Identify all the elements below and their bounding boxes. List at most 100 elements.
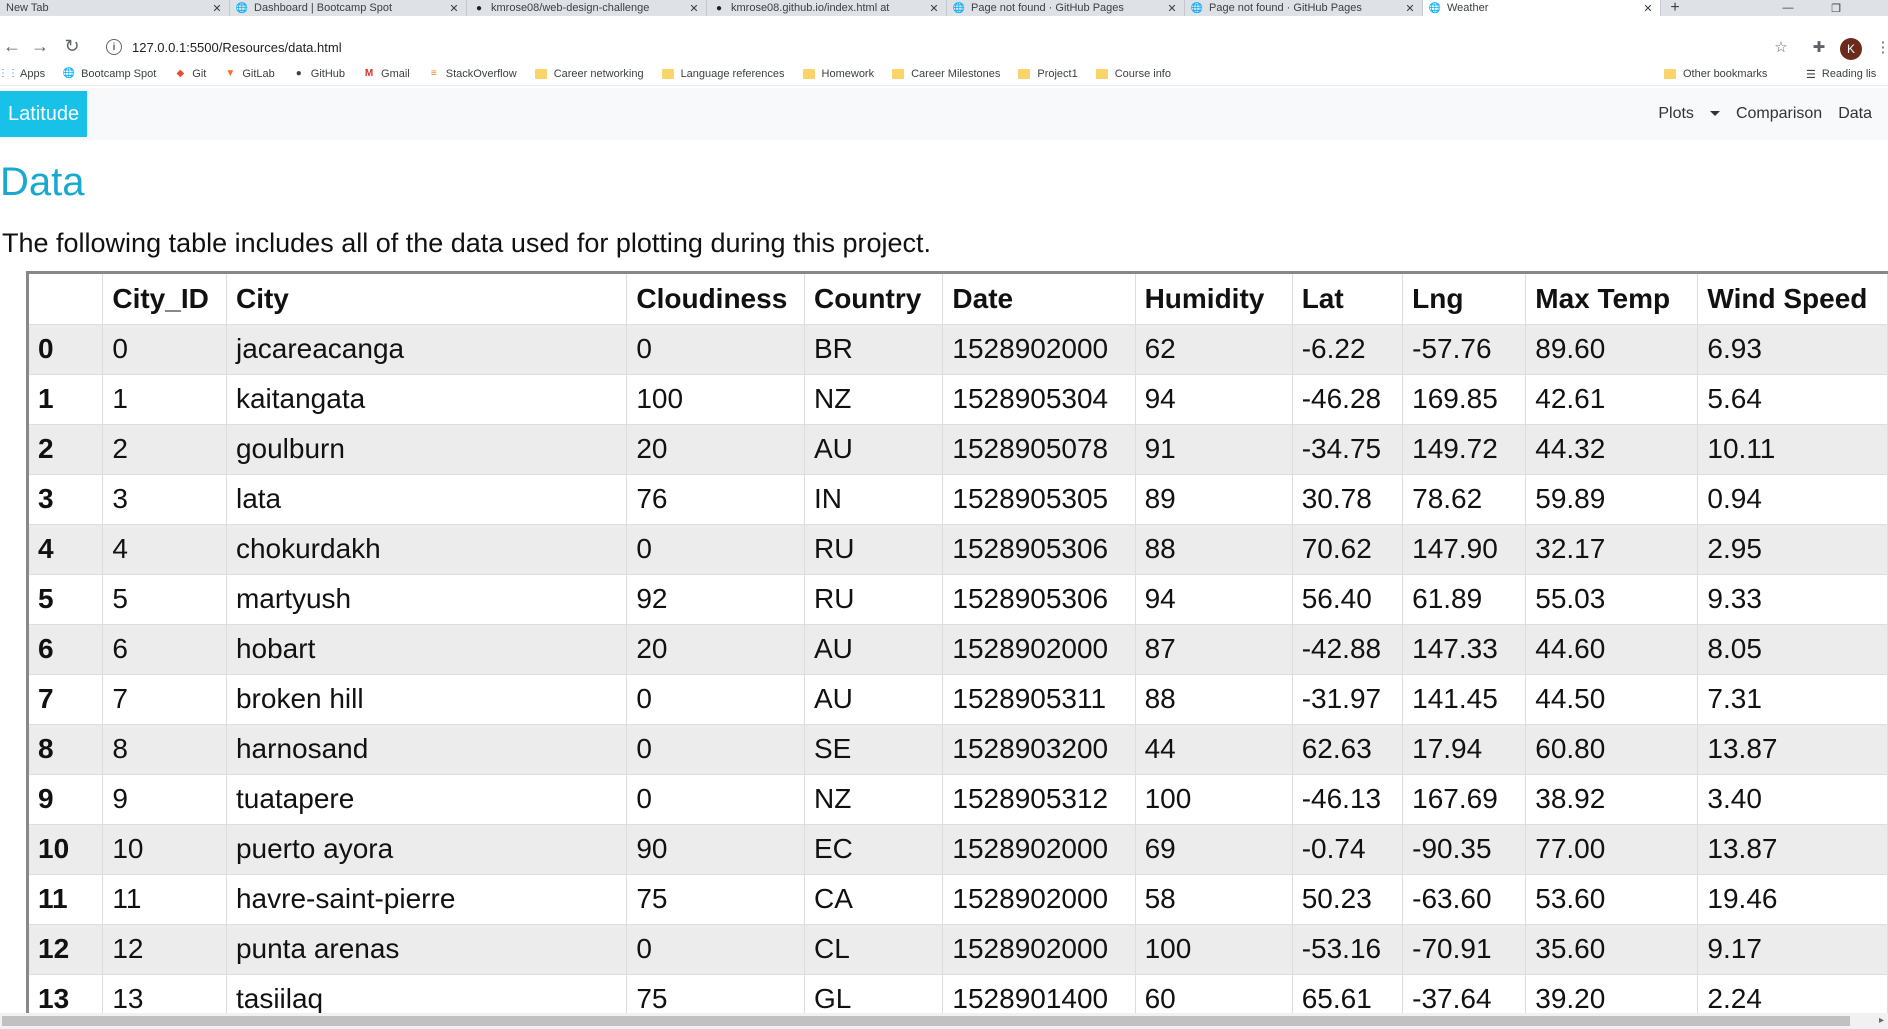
bookmark-label: Career networking [553, 67, 644, 80]
table-cell: RU [804, 524, 944, 575]
table-cell: 0 [626, 924, 805, 975]
tab-page-not-found-2[interactable]: 🌐 Page not found · GitHub Pages ✕ [1185, 0, 1423, 16]
info-icon[interactable]: i [106, 39, 122, 55]
table-row: 6 6 hobart 20 AU 1528902000 87 -42.88 147.33 44.6… [29, 624, 1888, 675]
table-cell: -53.16 [1292, 924, 1404, 975]
tab-web-design-challenge[interactable]: ● kmrose08/web-design-challenge ✕ [467, 0, 707, 16]
table-cell: -46.28 [1292, 374, 1404, 425]
horizontal-scrollbar[interactable]: ▸ [0, 1013, 1888, 1029]
bookmark-label: Bootcamp Spot [81, 67, 157, 80]
globe-icon: 🌐 [1190, 2, 1204, 14]
table-cell: 44 [1135, 724, 1293, 775]
bookmark-folder-course-info[interactable]: Course info [1095, 68, 1171, 80]
bookmark-other-bookmarks[interactable]: Other bookmarks [1664, 62, 1767, 86]
table-cell: 78.62 [1402, 474, 1527, 525]
back-icon[interactable]: ← [3, 35, 21, 56]
menu-icon[interactable]: ⋮ [1875, 39, 1888, 56]
table-cell: 100 [1135, 924, 1293, 975]
bookmark-apps[interactable]: ⋮⋮ Apps [0, 68, 45, 80]
table-cell: CA [804, 874, 944, 925]
bookmark-stackoverflow[interactable]: ≡ StackOverflow [428, 68, 517, 80]
extensions-icon[interactable]: ✚ [1812, 39, 1826, 56]
avatar[interactable]: K [1840, 38, 1862, 60]
tab-title: Page not found · GitHub Pages [971, 2, 1124, 14]
table-cell: 1528905312 [942, 774, 1136, 825]
nav-plots-dropdown[interactable]: Plots [1642, 105, 1720, 123]
bookmark-folder-career-networking[interactable]: Career networking [534, 67, 644, 80]
bookmark-folder-homework[interactable]: Homework [802, 68, 874, 80]
table-cell: 1528902000 [942, 324, 1136, 375]
table-cell: 169.85 [1402, 374, 1527, 425]
row-index-cell: 4 [29, 524, 104, 575]
row-index-cell: 12 [29, 924, 104, 975]
tab-title: Dashboard | Bootcamp Spot [254, 2, 392, 14]
table-cell: -0.74 [1292, 824, 1404, 875]
bookmark-gmail[interactable]: M Gmail [363, 68, 410, 80]
minimize-icon[interactable]: — [1782, 2, 1794, 14]
table-cell: 149.72 [1402, 424, 1527, 475]
tab-page-not-found-1[interactable]: 🌐 Page not found · GitHub Pages ✕ [947, 0, 1185, 16]
table-cell: 8.05 [1697, 624, 1888, 675]
bookmark-folder-project1[interactable]: Project1 [1018, 68, 1078, 80]
nav-comparison[interactable]: Comparison [1735, 105, 1823, 122]
restore-icon[interactable]: ❐ [1831, 2, 1841, 15]
tab-bootcamp-spot[interactable]: 🌐 Dashboard | Bootcamp Spot ✕ [230, 0, 467, 16]
close-icon[interactable]: ✕ [1405, 2, 1415, 15]
table-cell: 4 [102, 524, 227, 575]
bookmark-github[interactable]: ● GitHub [293, 68, 345, 80]
bookmark-bootcamp-spot[interactable]: 🌐 Bootcamp Spot [63, 68, 156, 80]
table-cell: 88 [1135, 674, 1293, 725]
table-cell: 11 [102, 874, 227, 925]
tab-weather[interactable]: 🌐 Weather ✕ [1423, 0, 1661, 16]
reading-list[interactable]: ☰ Reading lis [1806, 62, 1876, 86]
row-index-cell: 1 [29, 374, 104, 425]
forward-icon[interactable]: → [31, 35, 49, 56]
star-icon[interactable]: ☆ [1774, 39, 1788, 56]
tab-github-io-index[interactable]: ● kmrose08.github.io/index.html at ✕ [707, 0, 947, 16]
bookmark-git[interactable]: ◆ Git [174, 68, 206, 80]
navbar-brand[interactable]: Latitude [0, 91, 88, 137]
table-cell: 7 [102, 674, 227, 725]
data-table-container: City_ID City Cloudiness Country Date Hum… [26, 271, 1888, 1023]
col-header: Lat [1292, 274, 1404, 325]
table-cell: 55.03 [1525, 574, 1699, 625]
close-icon[interactable]: ✕ [1643, 2, 1653, 15]
table-row: 9 9 tuatapere 0 NZ 1528905312 100 -46.13 167.69 3… [29, 774, 1888, 825]
col-header: Date [942, 274, 1136, 325]
tab-strip: New Tab ✕ 🌐 Dashboard | Bootcamp Spot ✕ … [0, 0, 1888, 16]
nav-data[interactable]: Data [1838, 105, 1872, 122]
site-navbar: Latitude Plots Comparison Data [0, 88, 1888, 140]
address-bar[interactable]: i 127.0.0.1:5500/Resources/data.html [96, 32, 1796, 62]
col-header: Lng [1402, 274, 1527, 325]
close-icon[interactable]: ✕ [212, 2, 222, 15]
table-cell: 87 [1135, 624, 1293, 675]
table-row: 11 11 havre-saint-pierre 75 CA 1528902000 58 50… [29, 874, 1888, 925]
bookmark-folder-career-milestones[interactable]: Career Milestones [892, 68, 1000, 80]
table-cell: 100 [1135, 774, 1293, 825]
col-header: Country [804, 274, 944, 325]
bookmark-gitlab[interactable]: ▼ GitLab [224, 68, 274, 80]
close-icon[interactable]: ✕ [689, 2, 699, 15]
table-cell: 6.93 [1697, 324, 1888, 375]
bookmark-folder-language-references[interactable]: Language references [661, 68, 785, 80]
reload-icon[interactable]: ↻ [64, 35, 80, 56]
table-cell: 3.40 [1697, 774, 1888, 825]
col-header: Humidity [1135, 274, 1293, 325]
new-tab-button[interactable]: + [1670, 0, 1680, 16]
table-cell: NZ [804, 774, 944, 825]
folder-icon [1018, 68, 1031, 79]
bookmark-label: GitHub [310, 67, 346, 80]
scrollbar-thumb[interactable] [2, 1016, 1850, 1026]
scroll-right-icon[interactable]: ▸ [1878, 1015, 1884, 1026]
tab-new-tab[interactable]: New Tab ✕ [0, 0, 230, 16]
row-index-cell: 5 [29, 574, 104, 625]
table-header-row: City_ID City Cloudiness Country Date Hum… [29, 274, 1888, 325]
table-cell: broken hill [226, 674, 628, 725]
close-icon[interactable]: ✕ [1167, 2, 1177, 15]
close-icon[interactable]: ✕ [449, 2, 459, 15]
table-row: 5 5 martyush 92 RU 1528905306 94 56.40 61.89 55.0… [29, 574, 1888, 625]
close-icon[interactable]: ✕ [929, 2, 939, 15]
table-row: 8 8 harnosand 0 SE 1528903200 44 62.63 17.94 60.8… [29, 724, 1888, 775]
page-content: Latitude Plots Comparison Data Data The … [0, 88, 1888, 1023]
table-row: 2 2 goulburn 20 AU 1528905078 91 -34.75 149.72 44… [29, 424, 1888, 475]
